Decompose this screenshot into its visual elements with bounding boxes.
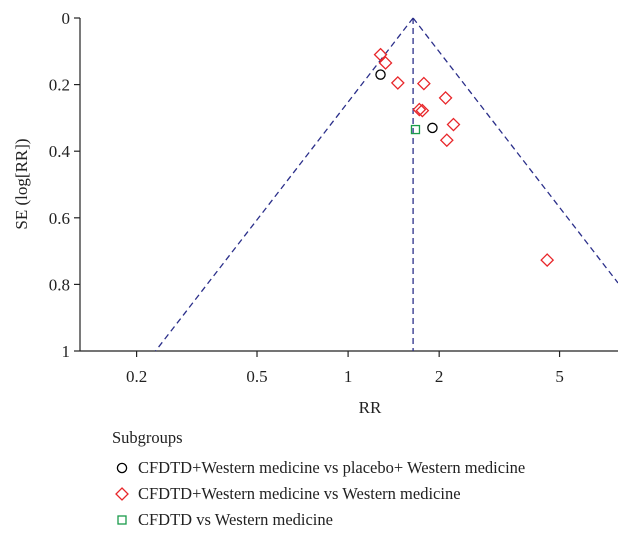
legend-title: Subgroups — [112, 428, 183, 447]
funnel-right-line — [412, 17, 618, 284]
funnel-plot: 0 0.2 0.4 0.6 0.8 1 0.2 0.5 1 2 5 RR SE (log[RR]) — [12, 9, 618, 417]
diamond-point — [373, 47, 388, 62]
x-tick-label: 5 — [555, 367, 564, 386]
diamond-point — [446, 117, 461, 132]
funnel-lines — [155, 17, 618, 352]
data-points — [373, 47, 555, 268]
diamond-point — [415, 103, 430, 118]
legend-label: CFDTD+Western medicine vs Western medici… — [138, 484, 461, 503]
circle-point — [375, 69, 386, 80]
y-tick-label: 0.2 — [49, 76, 70, 95]
y-tick-label: 0.6 — [49, 209, 70, 228]
legend-item-placebo: CFDTD+Western medicine vs placebo+ Weste… — [112, 455, 612, 481]
y-tick-label: 0.4 — [49, 142, 71, 161]
funnel-left-line — [155, 17, 414, 352]
circle-point — [427, 122, 438, 134]
x-tick-label: 1 — [344, 367, 353, 386]
circle-marker-icon — [116, 462, 128, 474]
legend: Subgroups CFDTD+Western medicine vs plac… — [112, 428, 612, 533]
y-tick-label: 0.8 — [49, 275, 70, 294]
x-axis-label: RR — [359, 398, 382, 417]
x-tick-label: 0.2 — [126, 367, 147, 386]
legend-label: CFDTD+Western medicine vs placebo+ Weste… — [138, 458, 526, 477]
diamond-point — [416, 76, 431, 91]
square-marker-icon — [117, 515, 127, 525]
y-axis-label: SE (log[RR]) — [12, 138, 31, 229]
x-tick-label: 2 — [435, 367, 444, 386]
square-point — [410, 124, 421, 135]
diamond-point — [412, 102, 427, 117]
y-tick-label: 1 — [62, 342, 71, 361]
axis-labels: RR SE (log[RR]) — [12, 138, 382, 417]
legend-label: CFDTD vs Western medicine — [138, 510, 333, 529]
diamond-point — [439, 133, 454, 148]
plot-axes: 0 0.2 0.4 0.6 0.8 1 0.2 0.5 1 2 5 — [49, 9, 618, 386]
diamond-point — [378, 56, 393, 70]
y-tick-label: 0 — [62, 9, 71, 28]
diamond-point — [540, 253, 555, 268]
diamond-marker-icon — [115, 487, 129, 501]
legend-item-western: CFDTD+Western medicine vs Western medici… — [112, 481, 612, 507]
diamond-point — [438, 91, 453, 105]
diamond-point — [390, 76, 405, 90]
x-tick-label: 0.5 — [246, 367, 267, 386]
legend-item-cfdtd: CFDTD vs Western medicine — [112, 507, 612, 533]
